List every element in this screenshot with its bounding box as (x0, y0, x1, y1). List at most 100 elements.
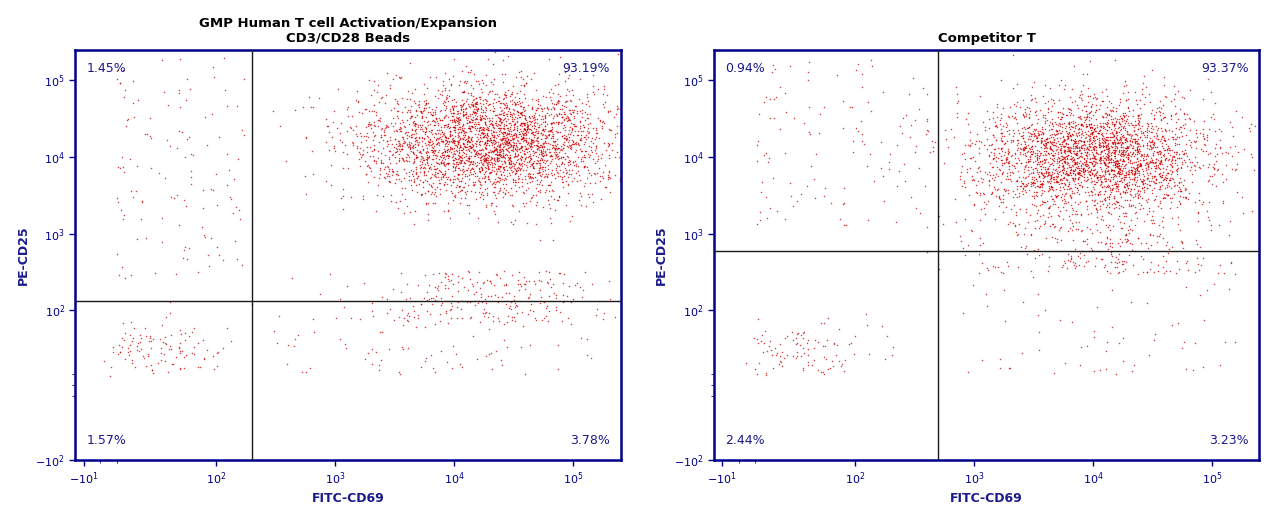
Point (1198, 160, 1219, 168)
Point (954, 215, 975, 223)
Point (1042, 161, 1063, 169)
Point (1216, 148, 1236, 156)
Point (393, 156, 413, 164)
Point (1039, 171, 1059, 179)
Point (1102, 133, 1123, 141)
Point (581, 137, 601, 146)
Point (527, 104, 547, 112)
Point (1007, 119, 1027, 127)
Point (431, 91, 452, 100)
Point (441, 153, 462, 161)
Point (549, 117, 569, 126)
Point (1063, 167, 1083, 175)
Point (995, 139, 1016, 147)
Point (1109, 170, 1129, 178)
Point (1036, 116, 1057, 125)
Point (546, 195, 567, 204)
Point (410, 168, 430, 176)
Point (1170, 192, 1191, 200)
Point (1122, 185, 1142, 193)
Point (517, 145, 537, 153)
Point (375, 124, 396, 133)
Point (530, 180, 550, 188)
Point (435, 147, 456, 155)
Point (422, 108, 443, 116)
Point (574, 162, 595, 170)
Point (457, 133, 477, 141)
Point (1069, 113, 1090, 122)
Point (883, 342, 903, 351)
Point (532, 140, 553, 148)
Point (1076, 140, 1096, 149)
Point (490, 163, 510, 171)
Point (443, 156, 463, 164)
Point (1128, 117, 1148, 126)
Point (448, 182, 468, 190)
Point (1138, 162, 1159, 171)
Point (1174, 338, 1194, 346)
Point (1062, 152, 1082, 160)
Point (1128, 142, 1148, 150)
Point (467, 114, 487, 123)
Point (1113, 139, 1133, 147)
Point (387, 170, 407, 178)
Point (1013, 164, 1034, 173)
Point (443, 178, 463, 186)
Point (1179, 126, 1199, 134)
Point (434, 160, 454, 169)
Point (1055, 149, 1076, 158)
Point (510, 160, 531, 169)
Point (635, 146, 656, 155)
Point (1094, 119, 1114, 127)
Point (1099, 144, 1119, 152)
Point (489, 150, 509, 158)
Point (1046, 193, 1067, 201)
Point (1108, 162, 1128, 170)
Point (553, 113, 573, 122)
Point (1154, 109, 1174, 117)
Point (1092, 138, 1113, 147)
Point (1055, 180, 1076, 188)
Point (533, 125, 554, 134)
Point (1154, 152, 1174, 161)
Point (563, 140, 583, 148)
Point (1156, 257, 1176, 265)
Point (1026, 187, 1046, 196)
Point (1083, 172, 1104, 180)
Point (1097, 147, 1118, 155)
Point (1037, 164, 1058, 172)
Point (472, 100, 493, 109)
Point (413, 145, 434, 153)
Point (1072, 159, 1092, 167)
Point (425, 150, 445, 159)
Point (1021, 150, 1041, 158)
Point (425, 91, 445, 100)
Point (805, 150, 826, 159)
Point (1114, 183, 1134, 192)
Point (1040, 153, 1060, 162)
Point (449, 135, 470, 143)
Point (521, 154, 541, 162)
Point (1118, 144, 1138, 152)
Point (1046, 192, 1067, 200)
Point (1160, 170, 1180, 178)
Point (559, 109, 579, 117)
Point (459, 165, 480, 174)
Point (536, 103, 556, 112)
Point (481, 87, 501, 96)
Point (551, 118, 572, 126)
Point (1088, 140, 1109, 149)
Point (1116, 136, 1137, 144)
Point (1095, 176, 1115, 185)
Point (533, 173, 554, 181)
Point (415, 130, 435, 139)
Point (559, 158, 579, 166)
Point (419, 137, 439, 145)
Point (444, 175, 464, 184)
Point (1065, 128, 1086, 137)
Point (999, 175, 1020, 183)
Point (1105, 171, 1125, 179)
Point (429, 179, 449, 187)
Point (1128, 185, 1148, 194)
Point (1096, 183, 1116, 192)
